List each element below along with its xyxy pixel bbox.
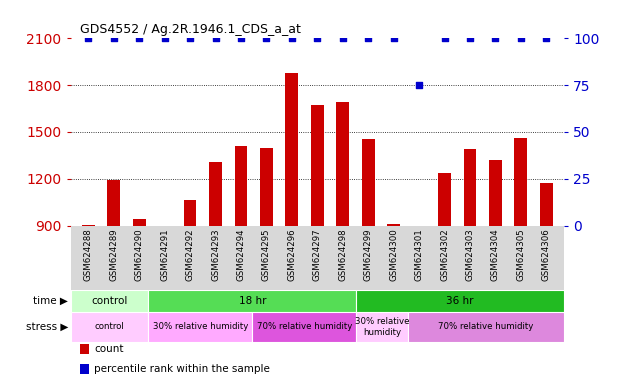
Bar (71, 312, 149, 341)
Text: GSM624298: GSM624298 (338, 229, 347, 281)
Bar (311, 106, 324, 225)
Bar (515, 138, 527, 225)
Text: 30% relative humidity: 30% relative humidity (153, 322, 248, 331)
Text: GSM624297: GSM624297 (313, 229, 322, 281)
Text: GSM624305: GSM624305 (517, 229, 526, 281)
Bar (149, 290, 356, 312)
Point (160, 35, 170, 41)
Bar (356, 290, 564, 312)
Bar (235, 146, 247, 225)
Bar (463, 149, 476, 225)
Text: GSM624300: GSM624300 (389, 229, 398, 281)
Point (262, 35, 272, 41)
Text: control: control (95, 322, 124, 331)
Point (210, 35, 221, 41)
Bar (489, 160, 502, 225)
Text: 36 hr: 36 hr (446, 296, 474, 306)
Text: control: control (91, 296, 128, 306)
Bar (133, 218, 146, 225)
Point (312, 35, 322, 41)
Text: GSM624289: GSM624289 (109, 229, 118, 281)
Text: GSM624292: GSM624292 (186, 229, 195, 281)
Point (287, 35, 297, 41)
Text: GSM624306: GSM624306 (542, 229, 551, 281)
Bar (80, 344, 89, 354)
Text: GSM624301: GSM624301 (415, 229, 424, 281)
Text: GSM624295: GSM624295 (262, 229, 271, 281)
Point (465, 35, 475, 41)
Bar (337, 101, 349, 225)
Point (490, 35, 501, 41)
Bar (184, 200, 196, 225)
Bar (260, 148, 273, 225)
Text: stress ▶: stress ▶ (26, 322, 68, 332)
Bar (71, 290, 149, 312)
Bar (362, 139, 374, 225)
Bar (413, 225, 426, 234)
Point (439, 35, 449, 41)
Text: count: count (94, 344, 124, 354)
Text: GSM624303: GSM624303 (465, 229, 474, 281)
Text: GSM624304: GSM624304 (491, 229, 500, 281)
Point (236, 35, 246, 41)
Text: GSM624290: GSM624290 (135, 229, 144, 281)
Bar (149, 312, 253, 341)
Point (338, 35, 348, 41)
Bar (540, 183, 553, 225)
Point (414, 82, 424, 88)
Point (363, 35, 373, 41)
Point (134, 35, 144, 41)
Bar (285, 73, 298, 225)
Bar (356, 312, 408, 341)
Text: 18 hr: 18 hr (238, 296, 266, 306)
Text: time ▶: time ▶ (33, 296, 68, 306)
Point (541, 35, 551, 41)
Bar (387, 224, 400, 225)
Bar (438, 172, 451, 225)
Text: GSM624296: GSM624296 (287, 229, 296, 281)
Text: GSM624291: GSM624291 (160, 229, 169, 281)
Text: GSM624302: GSM624302 (440, 229, 449, 281)
Bar (408, 312, 564, 341)
Text: 70% relative humidity: 70% relative humidity (438, 322, 534, 331)
Text: GSM624288: GSM624288 (84, 229, 93, 281)
Text: 30% relative
humidity: 30% relative humidity (355, 317, 410, 336)
Bar (209, 162, 222, 225)
Point (516, 35, 526, 41)
Bar (80, 364, 89, 374)
Point (388, 35, 399, 41)
Text: GDS4552 / Ag.2R.1946.1_CDS_a_at: GDS4552 / Ag.2R.1946.1_CDS_a_at (80, 23, 301, 36)
Text: percentile rank within the sample: percentile rank within the sample (94, 364, 270, 374)
Text: GSM624293: GSM624293 (211, 229, 220, 281)
Text: 70% relative humidity: 70% relative humidity (256, 322, 352, 331)
Text: GSM624294: GSM624294 (237, 229, 246, 281)
Point (185, 35, 196, 41)
Text: GSM624299: GSM624299 (363, 229, 372, 281)
Bar (108, 180, 120, 225)
Bar (253, 312, 356, 341)
Point (108, 35, 119, 41)
Point (83, 35, 94, 41)
